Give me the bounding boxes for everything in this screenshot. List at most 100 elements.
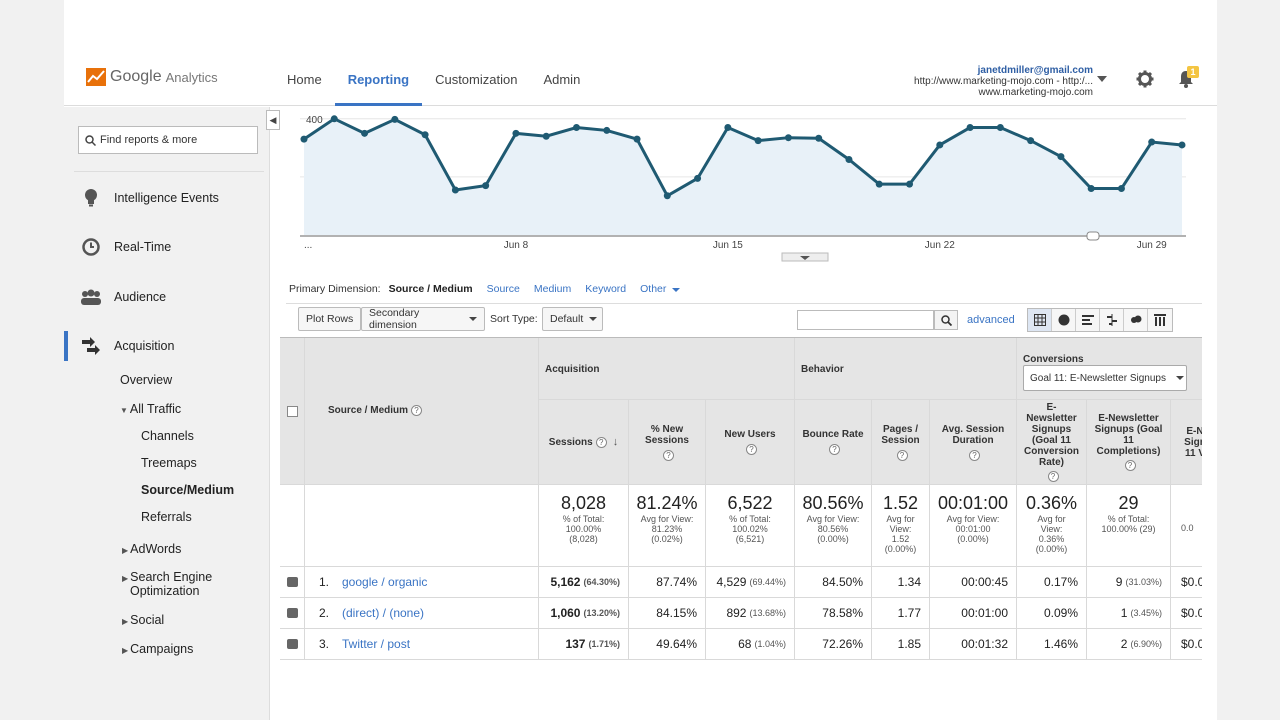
nav-admin[interactable]: Admin [543, 72, 581, 87]
data-point[interactable] [754, 137, 762, 145]
sidebar-item-channels[interactable]: Channels [141, 429, 194, 443]
sidebar-item-acquisition[interactable]: Acquisition [64, 331, 269, 361]
pages-session-column-header[interactable]: Pages / Session? [872, 400, 930, 485]
data-point[interactable] [512, 129, 520, 137]
nav-customization[interactable]: Customization [435, 72, 518, 87]
help-icon[interactable]: ? [595, 436, 607, 448]
dimension-source[interactable]: Source [486, 283, 520, 295]
row-plot-toggle[interactable] [280, 598, 305, 629]
data-point[interactable] [663, 192, 671, 200]
data-point[interactable] [845, 155, 853, 163]
sidebar-item-referrals[interactable]: Referrals [141, 510, 192, 524]
new-users-column-header[interactable]: New Users? [706, 400, 795, 485]
sidebar-item-real-time[interactable]: Real-Time [64, 232, 269, 262]
goal-value-column-header[interactable]: E-N Sign 11 V [1171, 400, 1202, 485]
pivot-view-icon[interactable] [1148, 309, 1172, 331]
sidebar-collapse-button[interactable]: ◀ [266, 110, 280, 130]
data-point[interactable] [996, 124, 1004, 132]
data-point[interactable] [815, 134, 823, 142]
conversion-rate-column-header[interactable]: E-Newsletter Signups (Goal 11 Conversion… [1017, 400, 1087, 485]
sidebar-item-social[interactable]: ▶ Social [122, 613, 164, 627]
dimension-medium[interactable]: Medium [533, 283, 572, 295]
data-point[interactable] [1117, 185, 1125, 193]
nav-home[interactable]: Home [287, 72, 322, 87]
table-view-icon[interactable] [1028, 309, 1052, 331]
secondary-dimension-dropdown[interactable]: Secondary dimension [361, 307, 485, 331]
dimension-other[interactable]: Other [640, 283, 681, 295]
data-point[interactable] [875, 180, 883, 188]
data-point[interactable] [724, 124, 732, 132]
sort-type-dropdown[interactable]: Default [542, 307, 603, 331]
data-point[interactable] [482, 182, 490, 190]
source-medium-link[interactable]: Twitter / post [342, 637, 411, 651]
performance-view-icon[interactable] [1076, 309, 1100, 331]
comparison-view-icon[interactable] [1100, 309, 1124, 331]
row-plot-toggle[interactable] [280, 629, 305, 660]
help-icon[interactable]: ? [1047, 471, 1059, 482]
data-point[interactable] [1148, 138, 1156, 146]
new-sessions-column-header[interactable]: % New Sessions? [629, 400, 706, 485]
help-icon[interactable]: ? [1124, 460, 1136, 471]
data-point[interactable] [361, 129, 369, 137]
plot-rows-button[interactable]: Plot Rows [298, 307, 362, 331]
account-caret-icon[interactable] [1097, 76, 1107, 82]
dimension-keyword[interactable]: Keyword [585, 283, 627, 295]
sidebar-item-seo[interactable]: ▶ Search Engine Optimization [122, 571, 212, 598]
term-cloud-view-icon[interactable] [1124, 309, 1148, 331]
data-point[interactable] [784, 134, 792, 142]
help-icon[interactable]: ? [896, 449, 908, 461]
data-point[interactable] [936, 141, 944, 149]
account-selector[interactable]: janetdmiller@gmail.com http://www.market… [914, 65, 1093, 98]
bounce-rate-column-header[interactable]: Bounce Rate? [795, 400, 872, 485]
data-point[interactable] [603, 126, 611, 134]
goal-select-dropdown[interactable]: Goal 11: E-Newsletter Signups [1023, 365, 1187, 391]
data-point[interactable] [1057, 153, 1065, 161]
select-all-checkbox[interactable] [286, 405, 298, 417]
data-point[interactable] [633, 135, 641, 143]
data-point[interactable] [542, 132, 550, 140]
help-icon[interactable]: ? [411, 405, 423, 417]
dimension-column-header[interactable]: Source / Medium? [305, 338, 539, 485]
sessions-column-header[interactable]: Sessions? ↓ [539, 400, 629, 485]
avg-duration-column-header[interactable]: Avg. Session Duration? [930, 400, 1017, 485]
google-analytics-logo[interactable]: Google Analytics [86, 68, 218, 86]
table-filter-input[interactable] [797, 310, 934, 330]
data-point[interactable] [1178, 141, 1186, 149]
data-point[interactable] [1087, 185, 1095, 193]
gear-icon[interactable] [1136, 70, 1154, 91]
data-point[interactable] [391, 115, 399, 123]
data-point[interactable] [330, 115, 338, 123]
help-icon[interactable]: ? [746, 444, 757, 455]
report-search-input[interactable] [100, 134, 250, 146]
data-point[interactable] [300, 135, 308, 143]
source-medium-link[interactable]: (direct) / (none) [342, 606, 425, 620]
notifications-bell-icon[interactable]: 1 [1177, 66, 1199, 92]
sidebar-item-treemaps[interactable]: Treemaps [141, 456, 197, 470]
data-point[interactable] [966, 124, 974, 132]
help-icon[interactable]: ? [969, 449, 980, 461]
sidebar-item-adwords[interactable]: ▶ AdWords [122, 542, 181, 556]
data-point[interactable] [694, 174, 702, 182]
nav-reporting[interactable]: Reporting [334, 56, 423, 106]
help-icon[interactable]: ? [663, 449, 674, 461]
sidebar-item-all-traffic[interactable]: ▼ All Traffic [120, 402, 181, 416]
sidebar-item-source-medium[interactable]: Source/Medium [141, 483, 235, 497]
data-point[interactable] [572, 124, 580, 132]
help-icon[interactable]: ? [829, 444, 840, 455]
data-point[interactable] [1027, 137, 1035, 145]
table-search-button[interactable] [934, 310, 958, 330]
sidebar-item-overview[interactable]: Overview [120, 373, 173, 387]
data-point[interactable] [906, 180, 914, 188]
data-point[interactable] [421, 131, 429, 139]
completions-column-header[interactable]: E-Newsletter Signups (Goal 11 Completion… [1087, 400, 1171, 485]
pie-view-icon[interactable] [1052, 309, 1076, 331]
row-plot-toggle[interactable] [280, 567, 305, 598]
sidebar-item-campaigns[interactable]: ▶ Campaigns [122, 642, 193, 656]
sidebar-item-intelligence-events[interactable]: Intelligence Events [64, 183, 269, 213]
annotation-marker-icon[interactable] [1086, 231, 1100, 241]
report-search[interactable] [78, 126, 258, 154]
advanced-filter-link[interactable]: advanced [967, 314, 1015, 326]
source-medium-link[interactable]: google / organic [342, 575, 428, 589]
sidebar-item-audience[interactable]: Audience [64, 282, 269, 312]
data-point[interactable] [451, 186, 459, 194]
